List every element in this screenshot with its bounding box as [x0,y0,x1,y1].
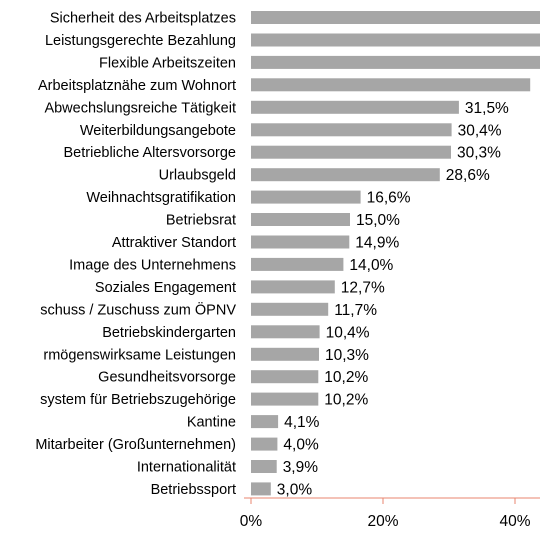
bar [251,168,440,182]
category-label: Gesundheitsvorsorge [98,370,236,386]
bar [251,78,531,92]
value-label: 30,4% [458,122,502,139]
category-label: rmögenswirksame Leistungen [43,347,236,363]
bar [251,437,278,451]
category-label: Image des Unternehmens [69,257,236,273]
bar [251,100,459,114]
category-label: Leistungsgerechte Bezahlung [45,33,236,49]
value-label: 14,0% [349,257,393,274]
bar [251,460,277,473]
x-tick-label: 20% [367,513,398,530]
bar [251,55,540,69]
value-labels-layer: 31,5% 30,4% 30,3% 28,6% 16,6% 15,0% 14,9% 14,0%… [277,100,509,499]
x-tick-label: 0% [240,513,263,530]
category-label: Sicherheit des Arbeitsplatzes [50,11,236,27]
category-label: Attraktiver Standort [112,235,236,251]
category-label: Internationalität [137,460,236,476]
bar [251,302,329,316]
value-label: 10,4% [326,324,370,341]
category-label: Arbeitsplatznähe zum Wohnort [38,78,236,94]
x-axis: 0% 20% 40% [240,497,540,530]
value-label: 10,3% [325,347,369,364]
value-label: 4,1% [284,414,320,431]
category-label: Flexible Arbeitszeiten [99,55,236,71]
category-label: Abwechslungsreiche Tätigkeit [44,100,236,116]
category-label: Betriebsrat [166,213,236,229]
value-label: 30,3% [457,145,501,162]
category-label: Betriebliche Altersvorsorge [64,145,236,161]
category-label: Kantine [187,415,236,431]
bar [251,415,279,429]
value-label: 11,7% [334,302,377,319]
category-label: system für Betriebszugehörige [40,392,236,408]
value-label: 10,2% [324,392,368,409]
category-label: Betriebssport [151,482,236,498]
category-label: Weiterbildungsangebote [80,123,236,139]
category-label: Soziales Engagement [95,280,236,296]
bar [251,325,320,339]
bar [251,370,319,384]
bars-layer [251,11,540,496]
value-label: 4,0% [283,437,319,454]
bar [251,257,344,271]
value-label: 3,9% [283,459,319,476]
value-label: 28,6% [446,167,490,184]
value-label: 3,0% [277,481,313,498]
category-label: schuss / Zuschuss zum ÖPNV [40,300,236,318]
value-label: 15,0% [356,212,400,229]
category-label: Betriebskindergarten [102,325,236,341]
bar [251,347,319,361]
category-label: Urlaubsgeld [159,168,236,184]
category-label: Weihnachtsgratifikation [86,190,236,206]
bar [251,33,540,47]
value-label: 16,6% [367,190,411,207]
bar [251,280,335,294]
bar [251,392,319,406]
bar [251,190,361,204]
bar [251,145,451,159]
category-label: Mitarbeiter (Großunternehmen) [35,437,236,453]
x-tick-label: 40% [499,513,530,530]
value-label: 12,7% [341,279,385,296]
bar [251,213,350,226]
bar [251,123,452,137]
value-label: 14,9% [355,235,399,252]
bar [251,482,271,496]
bar [251,235,350,249]
value-label: 10,2% [324,369,368,386]
value-label: 31,5% [465,100,509,117]
category-labels-layer: Sicherheit des Arbeitsplatzes Leistungsge… [35,11,236,498]
bar [251,11,540,24]
